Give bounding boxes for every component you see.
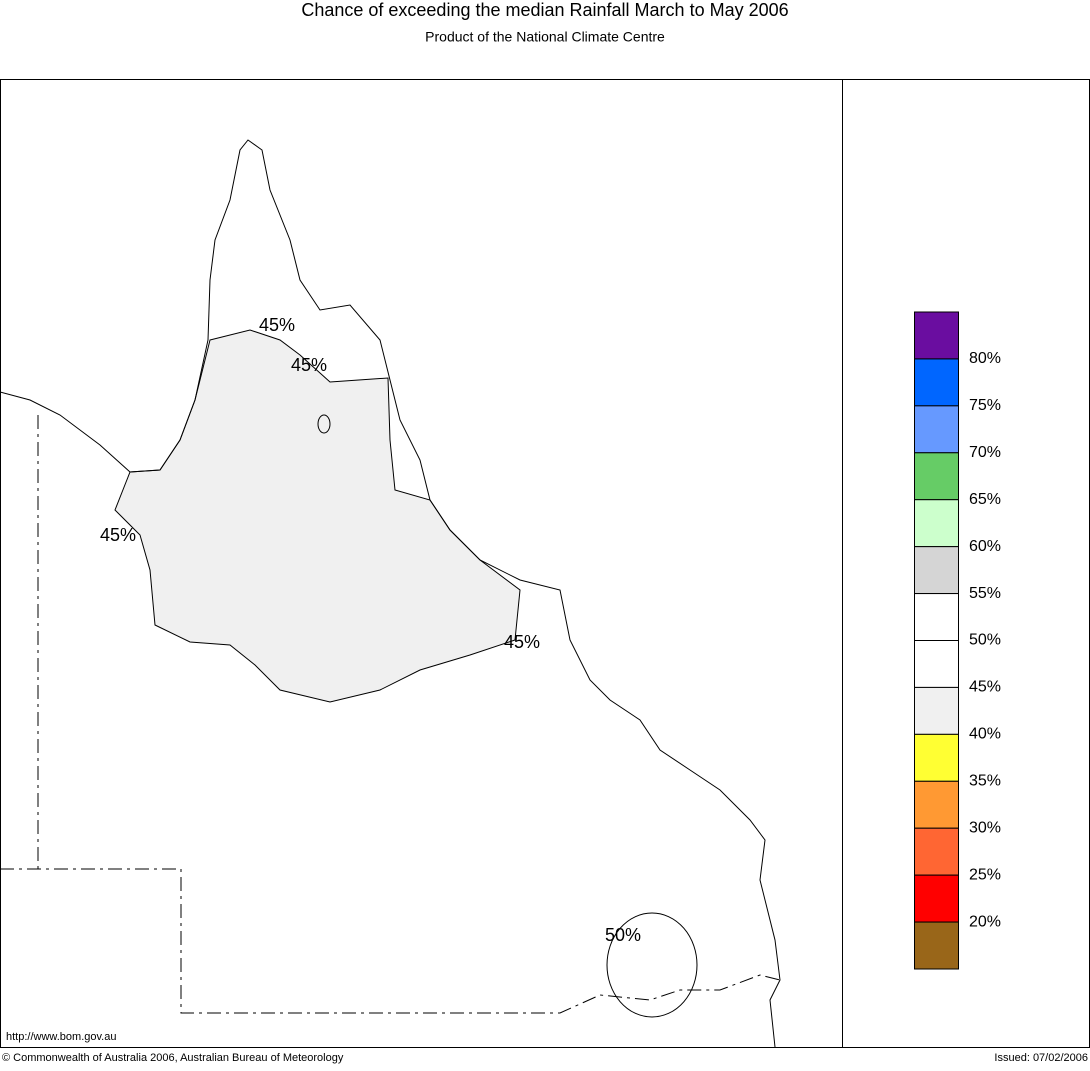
legend-label: 60% (969, 538, 1001, 555)
shaded-region (114, 329, 521, 703)
legend-label: 75% (969, 397, 1001, 414)
subtitle: Product of the National Climate Centre (425, 29, 665, 45)
contour-50 (606, 912, 698, 1018)
legend-label: 40% (969, 726, 1001, 743)
legend-label: 55% (969, 585, 1001, 602)
legend-swatch (914, 499, 959, 548)
legend: 80% 75% 70% 65% 60% 55% 50% 45% 40% 35% 30% 25% 20% (914, 311, 1001, 970)
contour-label: 45% (504, 632, 540, 652)
url: http://www.bom.gov.au (6, 1031, 116, 1043)
legend-swatch (914, 686, 959, 735)
legend-label: 25% (969, 866, 1001, 883)
contour-label: 45% (100, 525, 136, 545)
legend-swatch (914, 593, 959, 641)
legend-swatch (914, 921, 959, 970)
border (0, 868, 781, 1014)
legend-label: 45% (969, 679, 1001, 696)
legend-label: 20% (969, 913, 1001, 930)
legend-label: 35% (969, 773, 1001, 790)
legend-swatch (914, 452, 959, 501)
legend-label: 80% (969, 350, 1001, 367)
legend-label: 65% (969, 491, 1001, 508)
legend-swatch (914, 733, 959, 782)
legend-swatch (914, 780, 959, 829)
legend-swatch (914, 405, 959, 454)
contour-label: 50% (605, 925, 641, 945)
legend-swatch (914, 827, 959, 876)
copyright: © Commonwealth of Australia 2006, Austra… (2, 1052, 344, 1064)
legend-swatch (914, 546, 959, 595)
island-contour (317, 414, 331, 434)
legend-label: 30% (969, 819, 1001, 836)
legend-swatch (914, 311, 959, 360)
issued: Issued: 07/02/2006 (994, 1052, 1088, 1064)
coastline (0, 139, 781, 1048)
legend-label: 50% (969, 632, 1001, 649)
contour-label: 45% (259, 315, 295, 335)
legend-swatch (914, 874, 959, 923)
legend-label: 70% (969, 444, 1001, 461)
contour-label: 45% (291, 355, 327, 375)
legend-swatch (914, 640, 959, 688)
title: Chance of exceeding the median Rainfall … (301, 0, 788, 20)
legend-swatch (914, 358, 959, 407)
